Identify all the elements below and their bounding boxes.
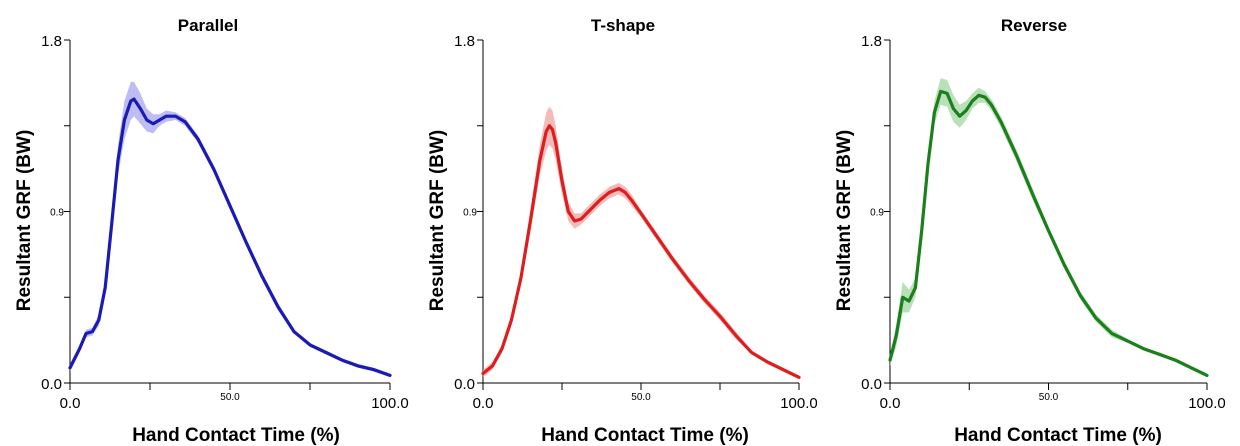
y-tick-label: 0.0 bbox=[861, 376, 882, 393]
y-tick-label: 0.9 bbox=[463, 208, 477, 219]
series-line-0 bbox=[888, 89, 1209, 377]
chart-panel-1: T-shape 0.0 0.9 1.8 0.0 50.0 100.0 Hand Contact… bbox=[427, 16, 818, 446]
x-tick-label: 50.0 bbox=[1039, 392, 1059, 403]
y-tick-label: 1.8 bbox=[861, 33, 882, 50]
x-tick-label: 0.0 bbox=[880, 395, 901, 412]
y-tick-label: 0.9 bbox=[50, 208, 64, 219]
chart-title: Reverse bbox=[1001, 16, 1067, 35]
x-tick-label: 50.0 bbox=[220, 392, 240, 403]
y-tick-label: 0.0 bbox=[41, 376, 62, 393]
x-axis-label: Hand Contact Time (%) bbox=[132, 425, 340, 446]
x-axis-label: Hand Contact Time (%) bbox=[954, 425, 1162, 446]
chart-panel-0: Parallel 0.0 0.9 1.8 0.0 50.0 100.0 Hand Contac… bbox=[14, 16, 409, 446]
x-tick-label: 0.0 bbox=[473, 395, 494, 412]
y-tick-label: 0.9 bbox=[870, 208, 884, 219]
sd-band-0 bbox=[483, 106, 799, 380]
chart-title: T-shape bbox=[591, 16, 655, 35]
x-tick-label: 100.0 bbox=[780, 395, 818, 412]
x-axis-label: Hand Contact Time (%) bbox=[541, 425, 749, 446]
y-tick-label: 1.8 bbox=[41, 33, 62, 50]
y-tick-label: 1.8 bbox=[454, 33, 475, 50]
x-tick-label: 100.0 bbox=[371, 395, 409, 412]
x-tick-label: 100.0 bbox=[1188, 395, 1226, 412]
sd-band-0 bbox=[70, 81, 390, 378]
y-axis-label: Resultant GRF (BW) bbox=[834, 130, 855, 312]
chart-panel-2: Reverse 0.0 0.9 1.8 0.0 50.0 100.0 Hand Contact… bbox=[834, 16, 1226, 446]
y-axis-label: Resultant GRF (BW) bbox=[427, 130, 448, 312]
chart-title: Parallel bbox=[178, 16, 239, 35]
series-line-0 bbox=[68, 97, 392, 377]
x-tick-label: 50.0 bbox=[631, 392, 651, 403]
series-line-0 bbox=[481, 124, 801, 379]
y-tick-label: 0.0 bbox=[454, 376, 475, 393]
x-tick-label: 0.0 bbox=[60, 395, 81, 412]
y-axis-label: Resultant GRF (BW) bbox=[14, 130, 35, 312]
